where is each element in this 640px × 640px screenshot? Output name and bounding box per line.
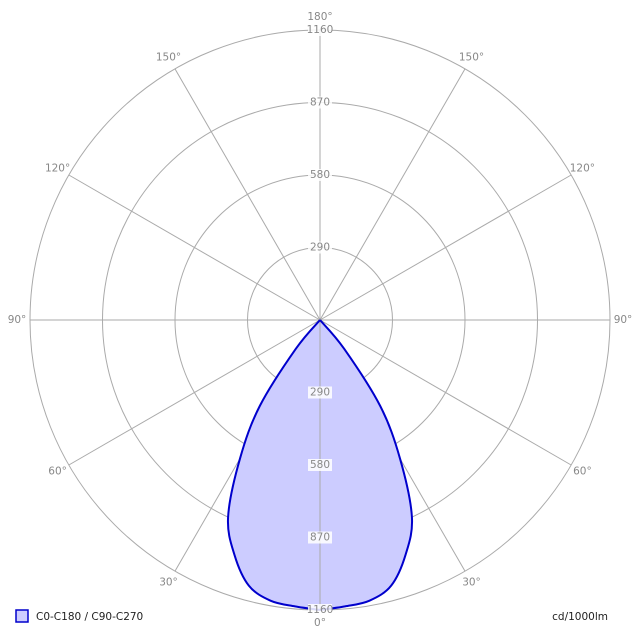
ring-label-bg bbox=[308, 96, 332, 109]
grid-spoke bbox=[319, 174, 572, 321]
ring-label-bg bbox=[308, 459, 332, 471]
angle-label: 30° bbox=[462, 576, 481, 588]
ring-label: 290 bbox=[310, 387, 330, 399]
angle-label: 120° bbox=[45, 163, 70, 175]
ring-label-bg bbox=[308, 604, 332, 616]
ring-label: 870 bbox=[310, 532, 330, 544]
series-area bbox=[227, 320, 320, 610]
angle-label: 60° bbox=[573, 466, 592, 478]
angle-label: 60° bbox=[48, 466, 67, 478]
grid-spoke bbox=[319, 68, 466, 321]
unit-label: cd/1000lm bbox=[552, 611, 608, 623]
angle-label: 90° bbox=[614, 314, 633, 326]
angle-label: 0° bbox=[314, 617, 326, 629]
ring-label: 580 bbox=[310, 169, 330, 181]
angle-label: 120° bbox=[570, 163, 595, 175]
series-line bbox=[226, 319, 321, 611]
angle-label: 150° bbox=[459, 52, 484, 64]
grid-spoke bbox=[319, 319, 572, 466]
ring-label-bg bbox=[308, 24, 332, 36]
angle-label: 30° bbox=[159, 576, 178, 588]
series-line bbox=[319, 319, 414, 611]
series-area bbox=[320, 320, 413, 610]
ring-label-bg bbox=[308, 241, 332, 254]
legend-swatch bbox=[15, 609, 29, 623]
ring-label: 1160 bbox=[307, 604, 334, 616]
grid-spoke bbox=[68, 319, 321, 466]
ring-label-bg bbox=[308, 386, 332, 399]
ring-label-bg bbox=[308, 531, 332, 544]
ring-label: 290 bbox=[310, 242, 330, 254]
legend-label: C0-C180 / C90-C270 bbox=[36, 611, 143, 623]
ring-label: 870 bbox=[310, 97, 330, 109]
ring-label: 580 bbox=[310, 459, 330, 471]
angle-label: 180° bbox=[307, 11, 332, 23]
angle-label: 150° bbox=[156, 52, 181, 64]
ring-label: 1160 bbox=[307, 24, 334, 36]
grid-spoke bbox=[68, 174, 321, 321]
grid-spoke bbox=[174, 68, 321, 321]
angle-label: 90° bbox=[8, 314, 27, 326]
ring-label-bg bbox=[308, 169, 332, 181]
